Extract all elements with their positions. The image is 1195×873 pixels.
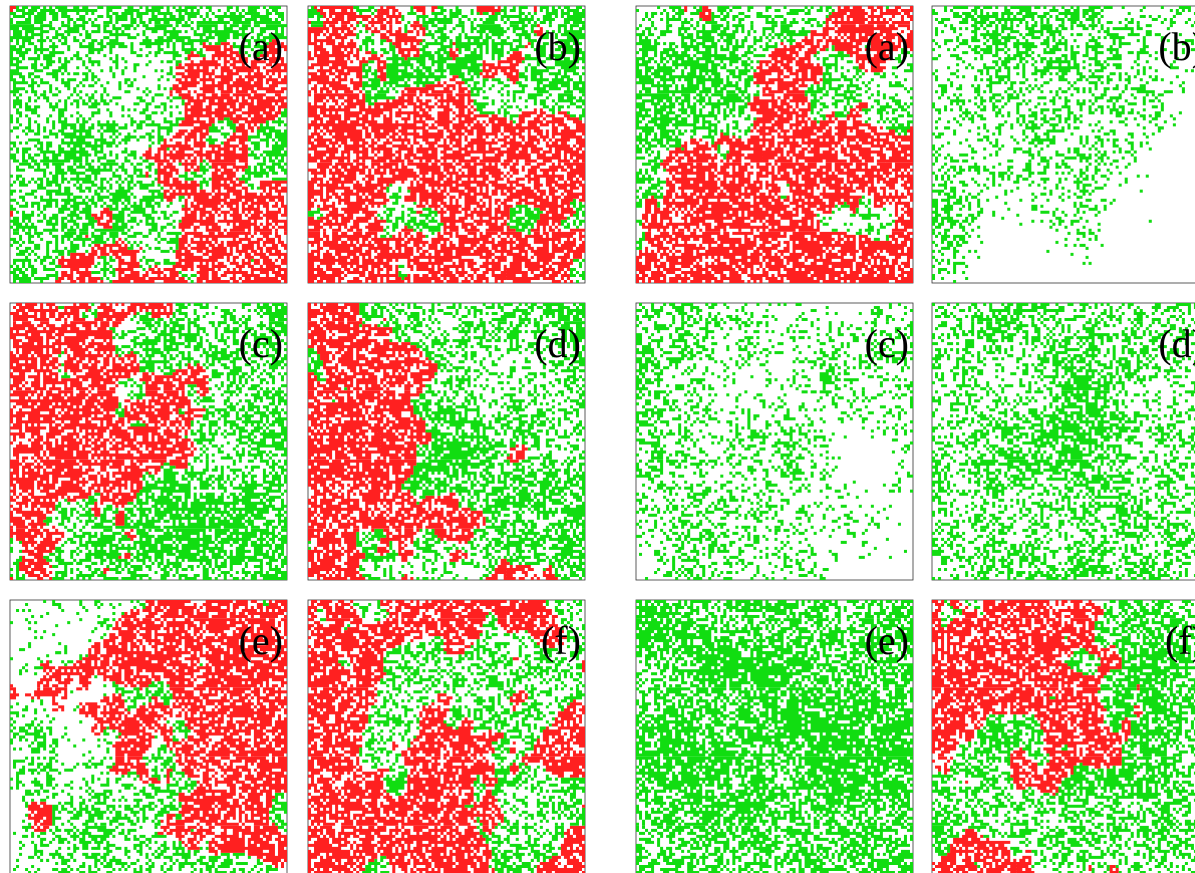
lattice-panel: (d): [308, 303, 585, 580]
lattice-panel: (d): [932, 303, 1195, 580]
panel-label: (b): [534, 24, 581, 69]
panel-label: (f): [541, 618, 581, 663]
panel-label: (c): [865, 321, 909, 366]
lattice-panel: (b): [308, 6, 585, 283]
lattice-panel: (a): [636, 6, 913, 283]
lattice-panel: (b): [932, 6, 1195, 283]
panel-label: (c): [239, 321, 283, 366]
lattice-panel: (c): [636, 303, 913, 580]
panel-background: [932, 6, 1195, 283]
panel-label: (d): [1158, 321, 1195, 366]
panel-label: (b): [1158, 24, 1195, 69]
lattice-panel: (c): [10, 303, 287, 580]
panel-label: (a): [239, 24, 283, 69]
panel-label: (e): [865, 618, 909, 663]
figure-canvas: (a) (b) (c) (d) (e) (f) (a) (b) (c) (d) (e) (f): [0, 0, 1195, 873]
panel-label: (f): [1165, 618, 1195, 663]
figure: (a) (b) (c) (d) (e) (f) (a) (b) (c) (d) (e) (f): [0, 0, 1195, 873]
panel-label: (a): [865, 24, 909, 69]
lattice-panel: (f): [308, 600, 585, 873]
panel-label: (e): [239, 618, 283, 663]
panel-label: (d): [534, 321, 581, 366]
lattice-panel: (f): [932, 600, 1195, 873]
lattice-panel: (e): [636, 600, 913, 873]
lattice-panel: (a): [10, 6, 287, 283]
lattice-panel: (e): [10, 600, 287, 873]
